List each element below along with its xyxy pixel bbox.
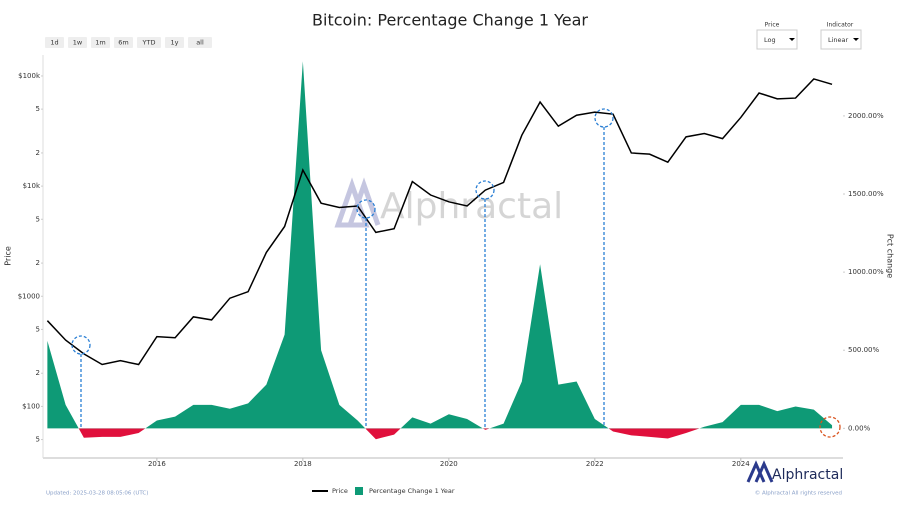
y2-tick-label: 1500.00% <box>848 190 884 198</box>
dropdown-label: Price <box>765 22 780 29</box>
y2-tick-label: 500.00% <box>848 346 879 354</box>
range-button[interactable] <box>91 37 110 48</box>
legend-swatch <box>355 487 363 495</box>
y-tick-label: 5 <box>36 436 40 444</box>
dropdown-arrow <box>853 38 859 41</box>
range-button-label[interactable]: 1w <box>73 39 83 47</box>
y-tick-label: $10k <box>23 182 41 190</box>
dropdown-value[interactable]: Log <box>764 36 776 44</box>
dropdown-value[interactable]: Linear <box>828 36 849 44</box>
logo-text: Alphractal <box>772 467 843 483</box>
range-button[interactable] <box>114 37 133 48</box>
copyright: © Alphractal All rights reserved <box>755 490 842 497</box>
range-button[interactable] <box>165 37 184 48</box>
y2-tick-label: 1000.00% <box>848 268 884 276</box>
range-button[interactable] <box>68 37 87 48</box>
dropdown-label: Indicator <box>827 22 854 29</box>
x-tick-label: 2020 <box>440 460 458 468</box>
logo-mark <box>746 460 774 483</box>
y-tick-label: $100 <box>22 402 40 410</box>
y2-axis-title: Pct change <box>886 234 895 278</box>
y2-tick-label: 0.00% <box>848 424 871 432</box>
range-button-label[interactable]: 1y <box>171 39 179 47</box>
price-line <box>46 78 833 366</box>
range-button-label[interactable]: 1m <box>95 39 105 47</box>
y-tick-label: 2 <box>36 369 40 377</box>
y-axis-title: Price <box>4 246 13 266</box>
x-tick-label: 2018 <box>294 460 312 468</box>
range-button-label[interactable]: all <box>196 39 204 47</box>
range-button-label[interactable]: YTD <box>142 39 156 47</box>
y-tick-label: $1000 <box>18 292 40 300</box>
watermark-text: Alphractal <box>380 186 563 227</box>
y-tick-label: 5 <box>36 325 40 333</box>
dropdown-arrow <box>789 38 795 41</box>
y-tick-label: $100k <box>18 72 41 80</box>
y2-tick-label: 2000.00% <box>848 112 884 120</box>
range-button-label[interactable]: 6m <box>118 39 128 47</box>
x-tick-label: 2016 <box>148 460 166 468</box>
change-area-negative <box>78 428 700 440</box>
y-tick-label: 2 <box>36 259 40 267</box>
plot <box>46 61 833 440</box>
range-button[interactable] <box>137 37 161 48</box>
range-button[interactable] <box>45 37 64 48</box>
x-tick-label: 2022 <box>586 460 604 468</box>
watermark: Alphractal <box>334 177 563 228</box>
x-tick-label: 2024 <box>732 460 750 468</box>
chart-title: Bitcoin: Percentage Change 1 Year <box>312 11 588 30</box>
y-tick-label: 2 <box>36 149 40 157</box>
dropdown[interactable] <box>756 29 798 50</box>
range-button[interactable] <box>188 37 212 48</box>
legend-label[interactable]: Percentage Change 1 Year <box>369 487 455 495</box>
change-area-positive <box>47 61 833 429</box>
dropdown[interactable] <box>820 29 862 50</box>
y-tick-label: 5 <box>36 105 40 113</box>
range-button-label[interactable]: 1d <box>50 39 58 47</box>
updated: Updated: 2025-03-28 08:05:06 (UTC) <box>46 491 148 497</box>
annotations <box>71 108 841 438</box>
legend-label[interactable]: Price <box>332 487 348 495</box>
y-tick-label: 5 <box>36 215 40 223</box>
range-buttons: 1d 1w 1m 6m YTD 1y all <box>45 37 212 48</box>
